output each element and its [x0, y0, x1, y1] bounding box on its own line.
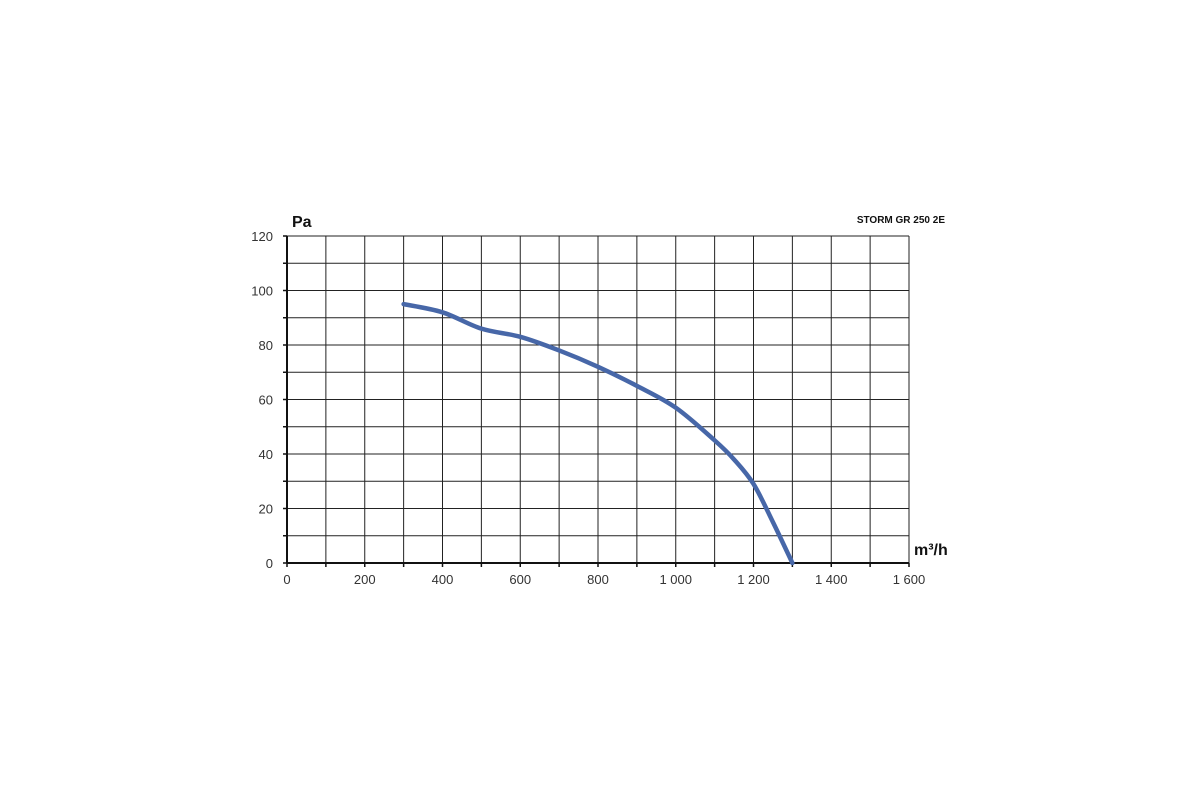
tick-labels: 0 20 40 60 80 100 120 0 200 400 600 800 1 000 1 200 1 …	[251, 229, 925, 587]
y-axis-label: Pa	[292, 214, 312, 231]
x-tick-label: 0	[283, 572, 290, 587]
y-tick-label: 40	[259, 447, 273, 462]
x-tick-label: 1 400	[815, 572, 848, 587]
y-tick-label: 60	[259, 393, 273, 408]
chart-title: STORM GR 250 2E	[857, 215, 946, 226]
x-tick-label: 400	[432, 572, 454, 587]
series-layer	[401, 301, 795, 566]
y-tick-label: 0	[266, 556, 273, 571]
grid	[287, 235, 910, 563]
x-tick-label: 1 200	[737, 572, 770, 587]
y-tick-label: 100	[251, 284, 273, 299]
x-tick-label: 200	[354, 572, 376, 587]
y-tick-label: 120	[251, 229, 273, 244]
x-tick-label: 1 000	[659, 572, 692, 587]
y-tick-label: 20	[259, 502, 273, 517]
axes	[283, 235, 910, 567]
y-tick-label: 80	[259, 338, 273, 353]
x-axis-label: m³/h	[914, 542, 948, 559]
x-tick-label: 600	[509, 572, 531, 587]
x-tick-label: 800	[587, 572, 609, 587]
x-tick-label: 1 600	[893, 572, 926, 587]
